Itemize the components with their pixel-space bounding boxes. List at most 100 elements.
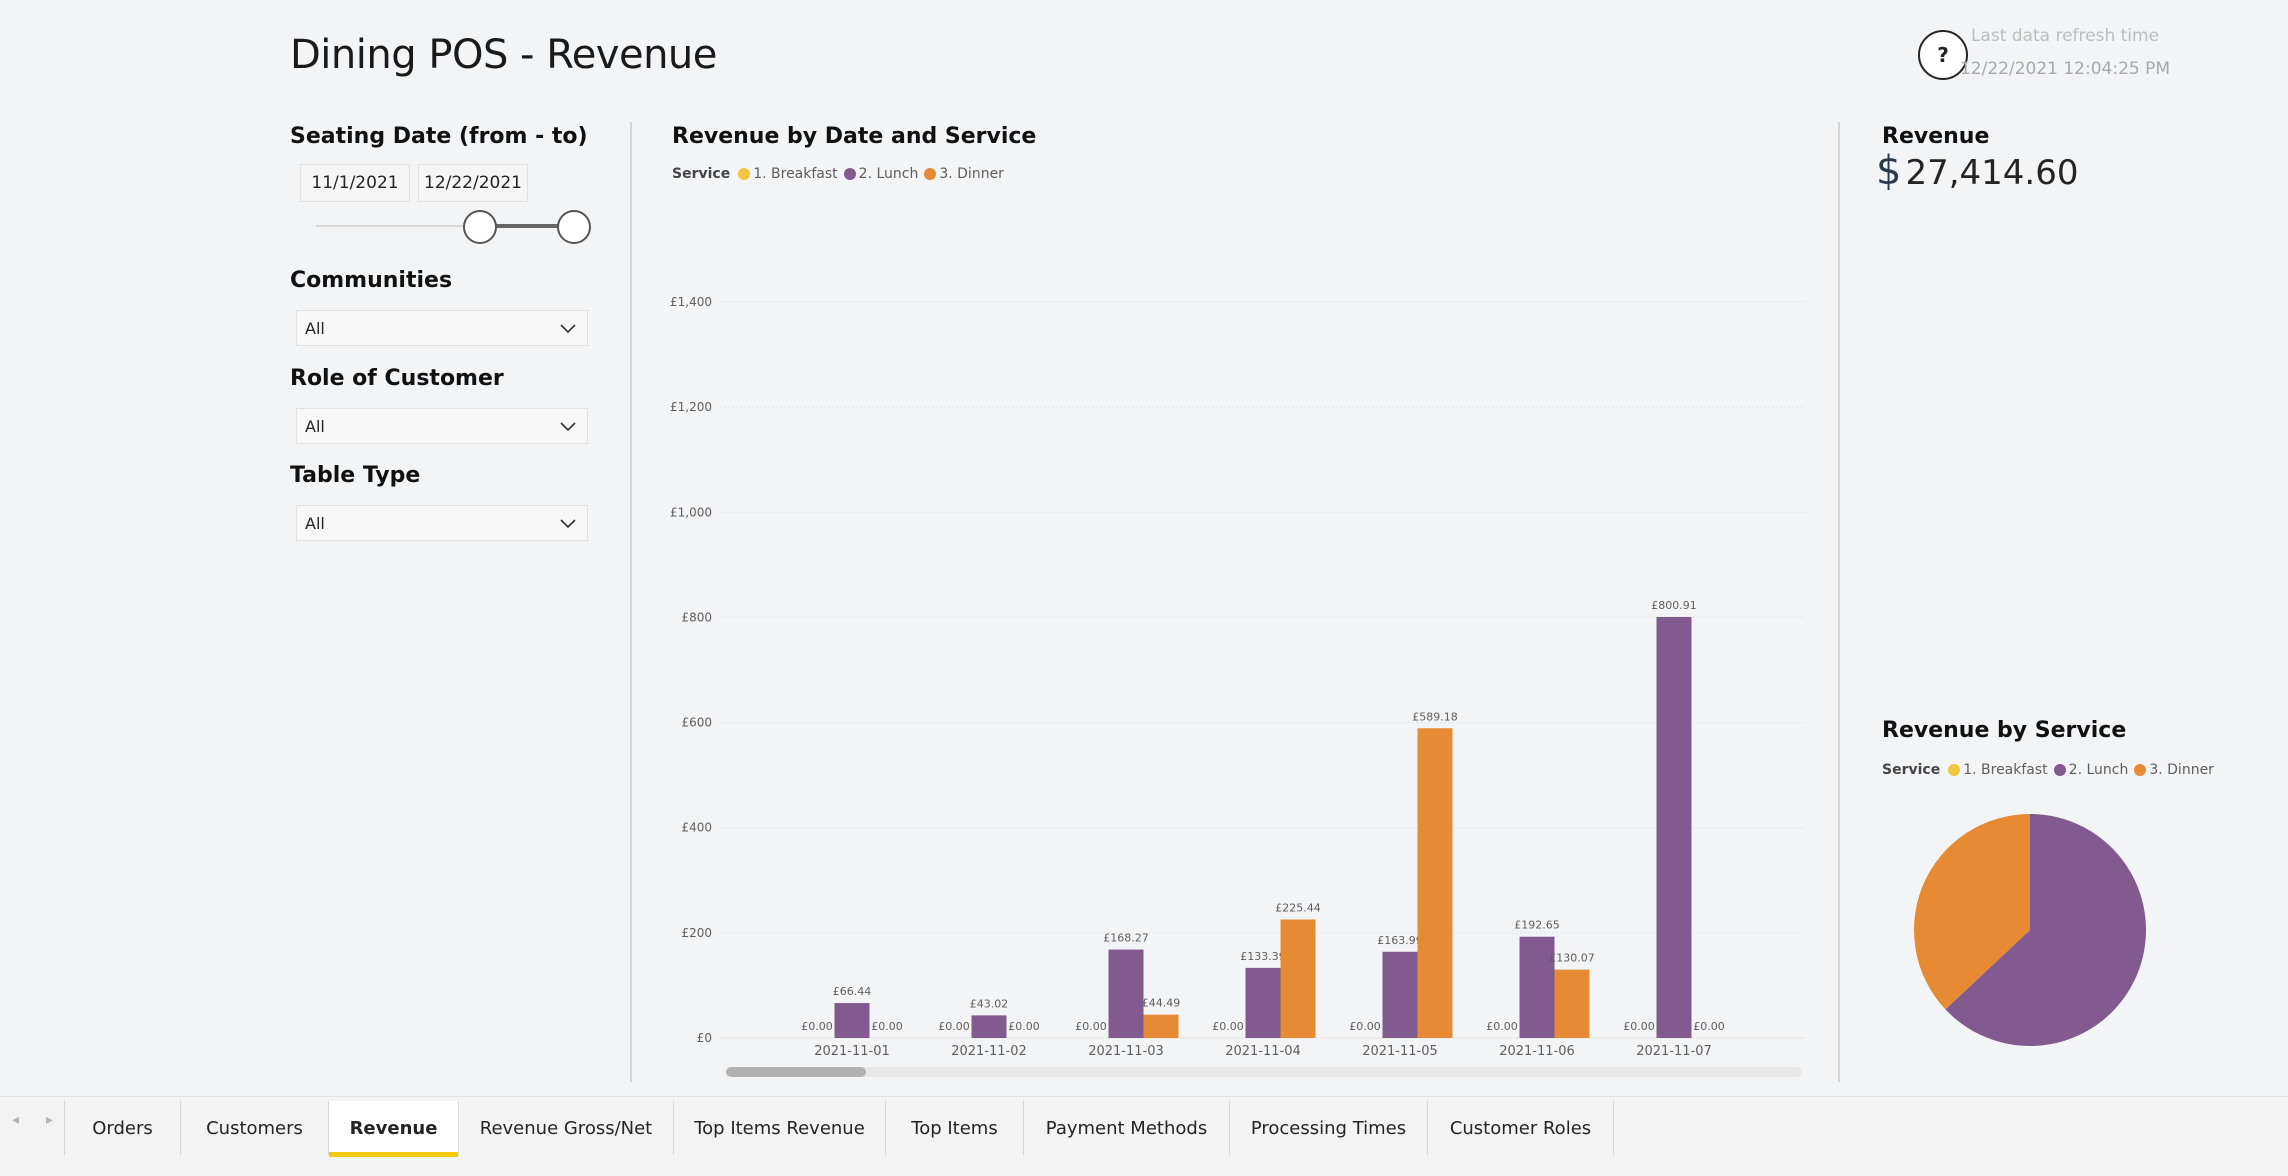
bar-dinner[interactable] xyxy=(1417,728,1453,1038)
page-tabs: Orders Customers Revenue Revenue Gross/Net T… xyxy=(64,1101,1614,1157)
data-label: £800.91 xyxy=(1651,599,1697,612)
chart-scrollbar-thumb[interactable] xyxy=(726,1067,866,1077)
y-tick-label: £400 xyxy=(681,821,712,835)
tab-prev-icon[interactable]: ◂ xyxy=(12,1112,20,1128)
data-label: £192.65 xyxy=(1514,919,1560,932)
data-label: £163.99 xyxy=(1377,934,1423,947)
left-divider xyxy=(630,122,632,1082)
tab-revenue[interactable]: Revenue xyxy=(329,1101,459,1157)
dollar-icon: $ xyxy=(1876,148,1902,194)
pie-slice-dinner[interactable] xyxy=(1914,814,2030,1010)
y-tick-label: £600 xyxy=(681,716,712,730)
dinner-dot-icon xyxy=(2134,764,2147,776)
data-label: £225.44 xyxy=(1275,901,1321,914)
pie-slice-lunch[interactable] xyxy=(1945,814,2146,1046)
tab-processing-times[interactable]: Processing Times xyxy=(1230,1101,1428,1155)
date-slider-range xyxy=(480,224,574,228)
date-slider-start-handle[interactable] xyxy=(463,210,497,244)
legend-item-lunch[interactable]: 2. Lunch xyxy=(2053,762,2129,778)
data-label: £66.44 xyxy=(833,985,872,998)
legend-item-dinner[interactable]: 3. Dinner xyxy=(924,166,1004,182)
pie-chart-title: Revenue by Service xyxy=(1882,718,2127,743)
data-label: £0.00 xyxy=(1349,1020,1381,1033)
role-of-customer-value: All xyxy=(305,416,325,436)
date-to-input[interactable]: 12/22/2021 xyxy=(418,164,528,202)
date-from-input[interactable]: 11/1/2021 xyxy=(300,164,410,202)
data-label: £43.02 xyxy=(970,997,1009,1010)
y-tick-label: £200 xyxy=(681,926,712,940)
refresh-label: Last data refresh time xyxy=(1970,26,2160,46)
bar-lunch[interactable] xyxy=(1519,936,1555,1038)
communities-value: All xyxy=(305,318,325,338)
data-label: £0.00 xyxy=(1075,1020,1107,1033)
y-tick-label: £800 xyxy=(681,610,712,624)
y-tick-label: £0 xyxy=(697,1031,712,1045)
lunch-dot-icon xyxy=(2053,764,2066,776)
right-divider xyxy=(1838,122,1840,1082)
bar-lunch[interactable] xyxy=(1245,967,1281,1038)
tab-customer-roles[interactable]: Customer Roles xyxy=(1428,1101,1614,1155)
help-button[interactable]: ? xyxy=(1918,30,1968,80)
page-title: Dining POS - Revenue xyxy=(290,32,717,78)
tab-orders[interactable]: Orders xyxy=(65,1101,181,1155)
x-tick-label: 2021-11-01 xyxy=(814,1044,890,1059)
y-tick-label: £1,400 xyxy=(670,295,712,309)
bar-lunch[interactable] xyxy=(971,1015,1007,1038)
x-tick-label: 2021-11-02 xyxy=(951,1044,1027,1059)
date-slider-end-handle[interactable] xyxy=(557,210,591,244)
x-tick-label: 2021-11-06 xyxy=(1499,1044,1575,1059)
dinner-dot-icon xyxy=(924,168,937,180)
legend-item-breakfast[interactable]: 1. Breakfast xyxy=(738,166,838,182)
date-slider-track[interactable] xyxy=(316,225,574,227)
revenue-kpi-title: Revenue xyxy=(1882,124,1990,149)
bar-dinner[interactable] xyxy=(1143,1014,1179,1038)
pie-chart[interactable] xyxy=(1910,810,2150,1050)
bar-chart-title: Revenue by Date and Service xyxy=(672,124,1037,149)
x-tick-label: 2021-11-04 xyxy=(1225,1044,1301,1059)
y-tick-label: £1,200 xyxy=(670,400,712,414)
revenue-kpi-value: $ 27,414.60 xyxy=(1876,148,2079,194)
tab-revenue-gross-net[interactable]: Revenue Gross/Net xyxy=(459,1101,674,1155)
legend-label: 1. Breakfast xyxy=(753,166,838,182)
revenue-kpi-number: 27,414.60 xyxy=(1905,153,2079,193)
legend-label: 2. Lunch xyxy=(2068,762,2129,778)
bar-chart[interactable]: £0 £200 £400 £600 £800 £1,000 £1,200 £1,400 £0.0… xyxy=(660,280,1810,1060)
chevron-down-icon xyxy=(560,422,576,432)
data-label: £0.00 xyxy=(938,1020,970,1033)
y-tick-label: £1,000 xyxy=(670,505,712,519)
table-type-value: All xyxy=(305,513,325,533)
tab-top-items[interactable]: Top Items xyxy=(886,1101,1024,1155)
data-label: £0.00 xyxy=(1212,1020,1244,1033)
legend-label: 1. Breakfast xyxy=(1963,762,2048,778)
table-type-dropdown[interactable]: All xyxy=(296,505,588,541)
data-label: £0.00 xyxy=(871,1020,903,1033)
legend-item-breakfast[interactable]: 1. Breakfast xyxy=(1948,762,2048,778)
refresh-value: 12/22/2021 12:04:25 PM xyxy=(1959,59,2171,79)
legend-item-dinner[interactable]: 3. Dinner xyxy=(2134,762,2214,778)
chart-scrollbar[interactable] xyxy=(726,1067,1802,1077)
breakfast-dot-icon xyxy=(1948,764,1961,776)
bar-dinner[interactable] xyxy=(1280,919,1316,1038)
legend-label: 3. Dinner xyxy=(2149,762,2214,778)
communities-dropdown[interactable]: All xyxy=(296,310,588,346)
x-tick-label: 2021-11-05 xyxy=(1362,1044,1438,1059)
role-of-customer-dropdown[interactable]: All xyxy=(296,408,588,444)
lunch-dot-icon xyxy=(843,168,856,180)
tab-top-items-revenue[interactable]: Top Items Revenue xyxy=(674,1101,886,1155)
data-label: £589.18 xyxy=(1412,710,1458,723)
bar-chart-legend: Service 1. Breakfast 2. Lunch 3. Dinner xyxy=(672,166,1010,182)
x-tick-label: 2021-11-03 xyxy=(1088,1044,1164,1059)
tab-payment-methods[interactable]: Payment Methods xyxy=(1024,1101,1230,1155)
bar-dinner[interactable] xyxy=(1554,969,1590,1038)
legend-item-lunch[interactable]: 2. Lunch xyxy=(843,166,918,182)
data-label: £0.00 xyxy=(801,1020,833,1033)
bar-lunch[interactable] xyxy=(1656,616,1692,1038)
help-icon: ? xyxy=(1937,43,1949,67)
bar-lunch[interactable] xyxy=(1108,949,1144,1038)
bar-lunch[interactable] xyxy=(834,1003,870,1038)
chevron-down-icon xyxy=(560,324,576,334)
tab-next-icon[interactable]: ▸ xyxy=(46,1112,54,1128)
tab-customers[interactable]: Customers xyxy=(181,1101,329,1155)
bar-lunch[interactable] xyxy=(1382,951,1418,1038)
data-label: £0.00 xyxy=(1693,1020,1725,1033)
